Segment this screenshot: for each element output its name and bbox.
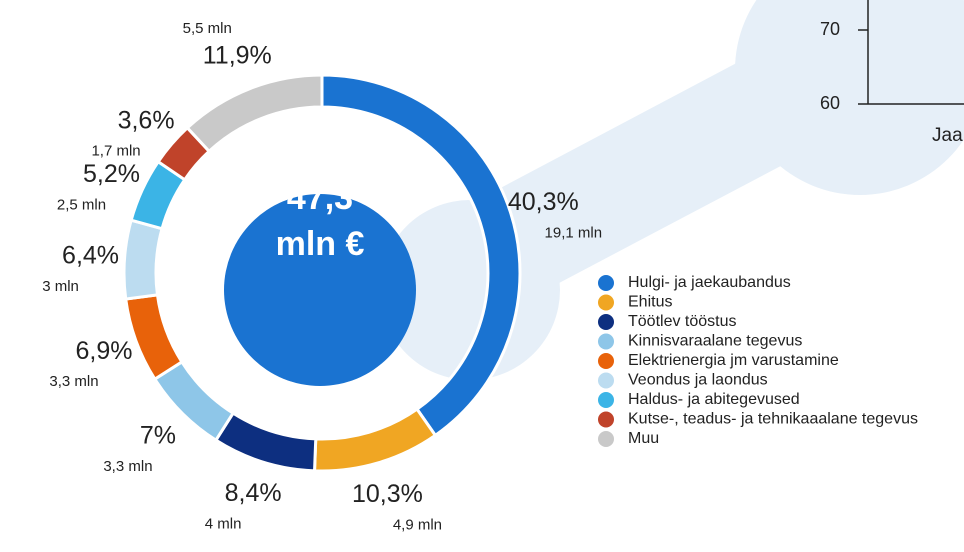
legend-marker: [598, 392, 614, 408]
legend-marker: [598, 372, 614, 389]
center-label: 47,3 mln €: [275, 179, 365, 263]
legend-marker: [598, 431, 614, 447]
legend-marker: [598, 314, 614, 330]
amount-label: 2,5 mln: [57, 197, 106, 214]
percent-label: 7%: [140, 422, 176, 450]
amount-label: 4,9 mln: [393, 517, 442, 534]
percent-label: 8,4%: [225, 479, 282, 507]
legend-marker: [598, 275, 614, 291]
amount-label: 3 mln: [42, 278, 79, 295]
amount-label: 1,7 mln: [91, 143, 140, 160]
amount-label: 19,1 mln: [545, 224, 603, 241]
legend-marker: [598, 353, 614, 369]
legend-label: Kinnisvaraalane tegevus: [628, 333, 802, 350]
percent-label: 6,9%: [75, 337, 132, 365]
donut-segment: [213, 411, 318, 473]
percent-label: 5,2%: [83, 160, 140, 188]
amount-label: 3,3 mln: [103, 458, 152, 475]
y-tick-label: 60: [820, 93, 840, 113]
donut-segment: [185, 73, 324, 154]
y-tick-label: 70: [820, 19, 840, 39]
legend-label: Kutse-, teadus- ja tehnikaaalane tegevus: [628, 411, 918, 428]
legend-label: Hulgi- ja jaekaubandus: [628, 274, 791, 291]
donut-segment: [312, 407, 438, 473]
legend-label: Töötlev tööstus: [628, 313, 737, 330]
percent-label: 6,4%: [62, 242, 119, 270]
legend-label: Veondus ja laondus: [628, 372, 768, 389]
percent-label: 10,3%: [352, 480, 423, 508]
background: [380, 0, 964, 380]
donut-segment: [122, 218, 164, 301]
amount-label: 3,3 mln: [49, 373, 98, 390]
legend-marker: [598, 294, 614, 311]
donut-segment: [124, 293, 184, 382]
legend-marker: [598, 333, 614, 350]
percent-label: 11,9%: [203, 42, 272, 70]
x-axis-label: Jaa: [932, 125, 963, 146]
center-circle: [224, 194, 416, 386]
amount-label: 4 mln: [205, 515, 242, 532]
legend-label: Ehitus: [628, 294, 672, 311]
legend-marker: [598, 411, 614, 428]
percent-label: 40,3%: [508, 188, 579, 216]
legend-label: Elektrienergia jm varustamine: [628, 352, 839, 369]
legend-label: Haldus- ja abitegevused: [628, 391, 800, 408]
amount-label: 5,5 mln: [183, 20, 232, 37]
percent-label: 3,6%: [118, 106, 175, 134]
legend-label: Muu: [628, 430, 659, 447]
